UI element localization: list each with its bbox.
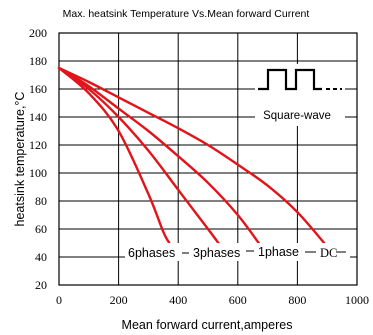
x-tick-label: 0 <box>56 293 62 307</box>
plot-frame <box>58 32 358 286</box>
series-line-dc <box>57 66 326 245</box>
label-dashes <box>182 250 346 254</box>
label-backing <box>125 243 350 261</box>
x-tick-label: 600 <box>229 293 247 307</box>
y-tick-label: 180 <box>29 54 47 68</box>
chart-title: Max. heatsink Temperature Vs.Mean forwar… <box>63 8 310 20</box>
y-tick-label: 160 <box>29 82 47 96</box>
series-label-3phases: 3phases <box>193 246 240 260</box>
y-axis-title: heatsink temperature,°C <box>13 92 27 227</box>
x-tick-label: 400 <box>169 293 187 307</box>
square-wave-icon <box>258 68 322 91</box>
y-tick-label: 120 <box>29 138 47 152</box>
series-label-6phases: 6phases <box>128 246 175 260</box>
x-tick-label: 800 <box>288 293 306 307</box>
x-tick-label: 1000 <box>345 293 369 307</box>
y-tick-label: 60 <box>35 222 47 236</box>
inset-background <box>255 64 345 126</box>
y-tick-label: 140 <box>29 110 47 124</box>
y-tick-label: 200 <box>29 26 47 40</box>
y-tick-label: 40 <box>35 250 47 264</box>
curve-labels: 6phases 3phases 1phase DC <box>125 243 350 261</box>
y-tick-label: 80 <box>35 194 47 208</box>
square-wave-inset: Square-wave <box>255 64 345 126</box>
series-line-3phases <box>57 66 220 245</box>
series-line-1phase <box>57 66 260 245</box>
y-tick-labels: 20 40 60 80 100 120 140 160 180 200 <box>29 26 47 292</box>
inset-label: Square-wave <box>263 110 331 122</box>
x-tick-label: 200 <box>110 293 128 307</box>
x-tick-labels: 0 200 400 600 800 1000 <box>56 293 369 307</box>
y-tick-label: 20 <box>35 278 47 292</box>
series-label-1phase: 1phase <box>258 245 299 259</box>
y-tick-label: 100 <box>29 166 47 180</box>
series-line-6phases <box>57 66 171 245</box>
series-curves <box>57 66 326 245</box>
series-label-dc: DC <box>320 246 337 260</box>
x-axis-title: Mean forward current,amperes <box>122 318 293 332</box>
